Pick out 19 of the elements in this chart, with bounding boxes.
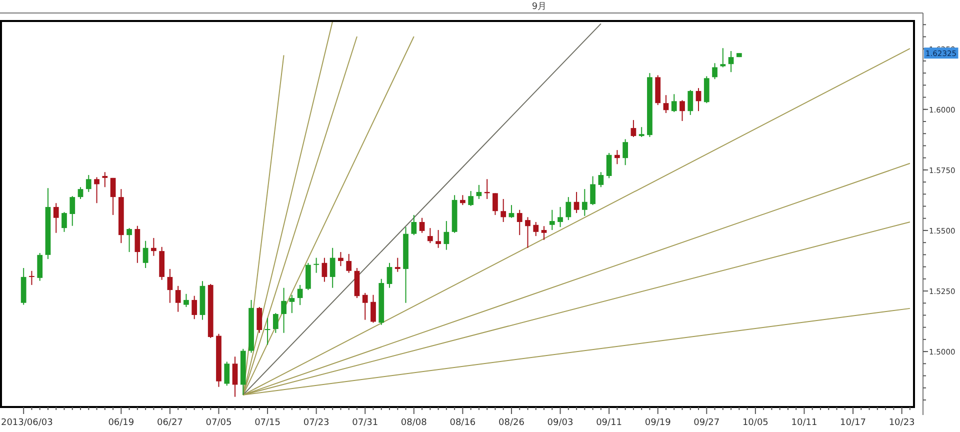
x-tick-label: 10/11 [791, 418, 818, 428]
x-tick-label: 09/19 [644, 418, 672, 428]
x-tick-label: 09/03 [547, 418, 574, 428]
x-tick-label: 08/26 [498, 418, 525, 428]
x-tick-label: 10/05 [742, 418, 768, 428]
x-tick-label: 06/19 [108, 418, 134, 428]
x-tick-label: 2013/06/03 [1, 418, 53, 428]
x-tick-label: 07/05 [206, 418, 232, 428]
text: 9月 [532, 2, 547, 12]
x-tick-label: 07/15 [254, 418, 280, 428]
x-tick-label: 09/27 [694, 418, 720, 428]
x-tick-label: 10/17 [840, 418, 866, 428]
x-tick-label: 10/23 [888, 418, 915, 428]
x-tick-label: 07/23 [303, 418, 330, 428]
x-tick-label: 08/16 [450, 418, 476, 428]
x-tick-label: 08/08 [400, 418, 428, 428]
x-tick-label: 07/31 [352, 418, 378, 428]
x-tick-label: 06/27 [156, 418, 183, 428]
x-tick-label: 09/11 [596, 418, 622, 428]
